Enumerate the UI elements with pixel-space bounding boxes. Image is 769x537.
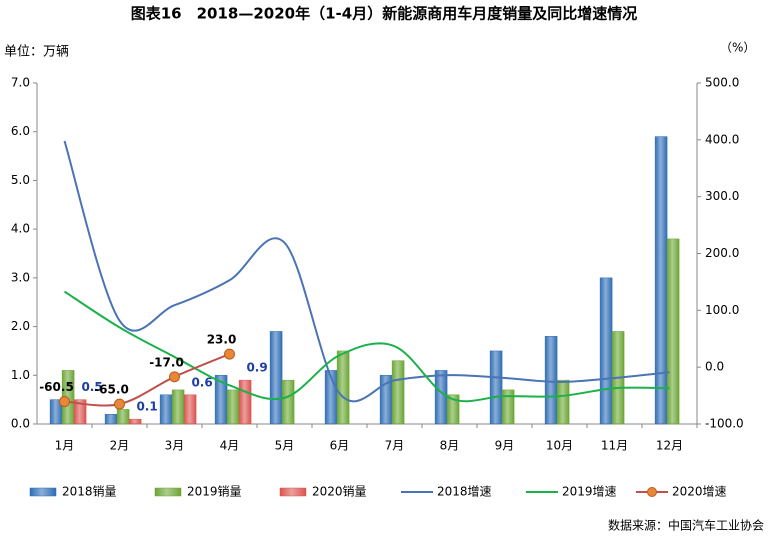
bar bbox=[171, 389, 185, 425]
legend-swatch bbox=[154, 487, 182, 497]
bar bbox=[281, 379, 295, 425]
data-label: 0.6 bbox=[191, 375, 212, 389]
x-tick-label: 11月 bbox=[601, 439, 628, 453]
line bbox=[63, 290, 670, 403]
bar bbox=[128, 418, 142, 425]
legend-label: 2018销量 bbox=[62, 485, 117, 499]
data-label: 0.1 bbox=[136, 400, 157, 414]
bar bbox=[73, 399, 87, 425]
y2-tick-label: 300.0 bbox=[705, 189, 739, 203]
legend-swatch bbox=[279, 487, 307, 497]
y2-tick-label: 200.0 bbox=[705, 246, 739, 260]
bar bbox=[544, 336, 558, 425]
bar bbox=[489, 350, 503, 425]
source: 数据来源：中国汽车工业协会 bbox=[608, 518, 764, 533]
bar bbox=[599, 277, 613, 425]
x-tick-label: 10月 bbox=[546, 439, 573, 453]
y2-tick-label: 400.0 bbox=[705, 132, 739, 146]
legend-label: 2019增速 bbox=[562, 485, 617, 499]
x-tick-label: 5月 bbox=[275, 439, 295, 453]
data-label: -65.0 bbox=[94, 383, 129, 397]
bar bbox=[434, 370, 448, 425]
y-axis-label: 单位：万辆 bbox=[4, 45, 69, 60]
y2-tick-label: 500.0 bbox=[705, 76, 739, 90]
bar bbox=[666, 238, 680, 425]
x-tick-label: 12月 bbox=[656, 439, 683, 453]
legend-label: 2018增速 bbox=[437, 485, 492, 499]
x-tick-label: 1月 bbox=[55, 439, 75, 453]
bar bbox=[336, 350, 350, 425]
data-label: -17.0 bbox=[149, 355, 184, 369]
y2-tick-label: 0.0 bbox=[705, 360, 724, 374]
y-tick-label: 5.0 bbox=[11, 173, 30, 187]
x-tick-label: 4月 bbox=[220, 439, 240, 453]
y-tick-label: 2.0 bbox=[11, 319, 30, 333]
marker bbox=[224, 348, 235, 360]
bar bbox=[159, 394, 173, 425]
y2-axis-label: （%） bbox=[720, 41, 755, 55]
bar bbox=[446, 394, 460, 425]
x-tick-label: 6月 bbox=[330, 439, 350, 453]
data-label: 0.5 bbox=[81, 380, 102, 394]
y-tick-label: 3.0 bbox=[11, 270, 30, 284]
data-label: -60.5 bbox=[39, 380, 74, 394]
y-tick-label: 4.0 bbox=[11, 222, 30, 236]
bar bbox=[556, 379, 570, 425]
bar bbox=[116, 409, 130, 425]
legend-label: 2019销量 bbox=[187, 485, 242, 499]
bar bbox=[654, 136, 668, 425]
bar bbox=[104, 414, 118, 425]
line bbox=[64, 353, 230, 407]
legend-swatch bbox=[29, 487, 57, 497]
y-tick-label: 7.0 bbox=[11, 76, 30, 90]
legend-marker bbox=[647, 487, 657, 497]
y-tick-label: 0.0 bbox=[11, 417, 30, 431]
bar bbox=[269, 331, 283, 425]
y-tick-label: 1.0 bbox=[11, 368, 30, 382]
legend-label: 2020增速 bbox=[672, 485, 727, 499]
bar bbox=[226, 389, 240, 425]
data-label: 0.9 bbox=[246, 361, 267, 375]
y-tick-label: 6.0 bbox=[11, 124, 30, 138]
chart-title: 图表16 2018—2020年（1-4月）新能源商用车月度销量及同比增速情况 bbox=[131, 5, 637, 23]
legend-label: 2020销量 bbox=[312, 485, 367, 499]
marker bbox=[59, 396, 70, 408]
y2-tick-label: 100.0 bbox=[705, 303, 739, 317]
x-tick-label: 7月 bbox=[385, 439, 405, 453]
marker bbox=[169, 371, 180, 383]
bar bbox=[501, 389, 515, 425]
marker bbox=[114, 398, 125, 410]
bar bbox=[391, 360, 405, 425]
bar bbox=[238, 379, 252, 425]
y2-tick-label: -100.0 bbox=[705, 417, 744, 431]
line bbox=[63, 140, 670, 403]
x-tick-label: 3月 bbox=[165, 439, 185, 453]
x-tick-label: 8月 bbox=[440, 439, 460, 453]
data-label: 23.0 bbox=[207, 333, 237, 347]
bar bbox=[183, 394, 197, 425]
x-tick-label: 9月 bbox=[495, 439, 515, 453]
x-tick-label: 2月 bbox=[110, 439, 130, 453]
